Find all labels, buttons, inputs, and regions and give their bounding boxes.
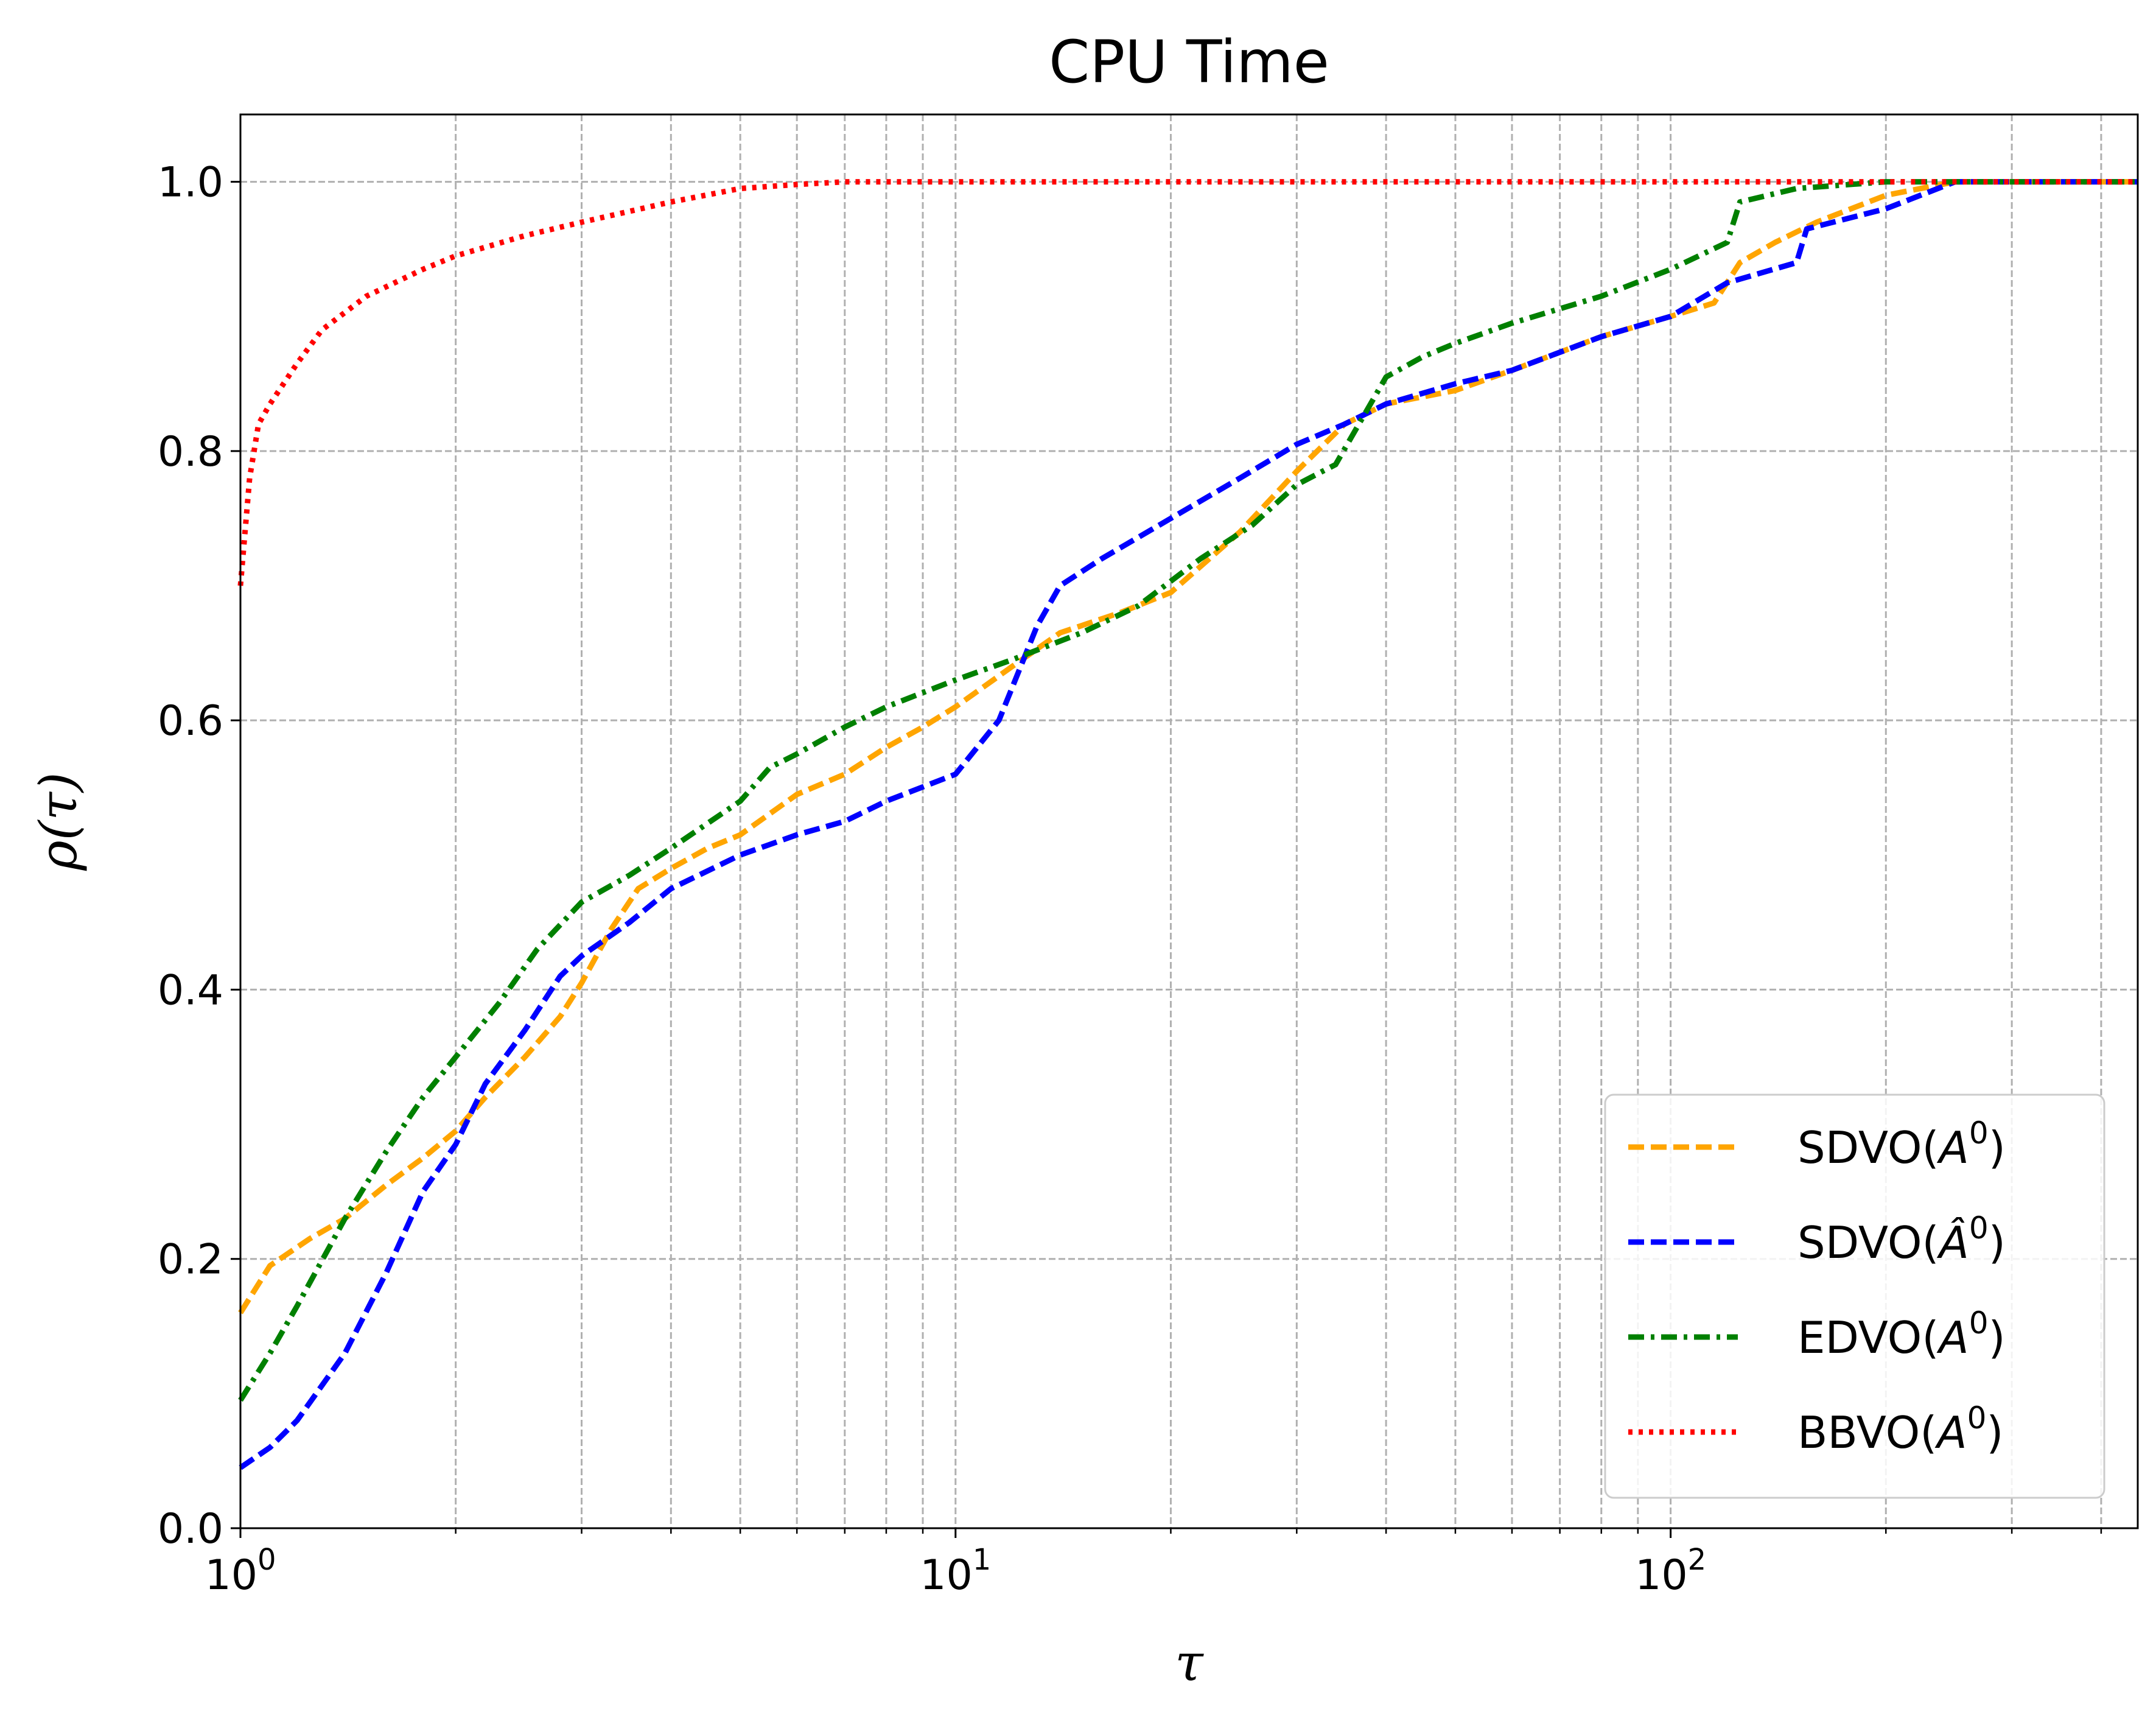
y-tick-label: 1.0 (158, 159, 223, 207)
series-line-3 (238, 179, 2138, 1402)
legend-label-4: BBVO(A0) (1797, 1400, 2004, 1458)
x-tick-label: 100 (205, 1543, 276, 1599)
y-tick-label: 0.0 (158, 1505, 223, 1553)
legend-label-3: EDVO(A0) (1797, 1305, 2006, 1363)
series-line-1 (238, 179, 2138, 1315)
x-tick-label: 102 (1635, 1543, 1706, 1599)
chart-title: CPU Time (1049, 28, 1329, 96)
legend-box (1604, 1093, 2105, 1499)
plot-frame (239, 113, 2139, 1529)
y-tick-label: 0.4 (158, 966, 223, 1014)
x-tick-label: 101 (920, 1543, 991, 1599)
legend-label-2: SDVO(Â0) (1797, 1210, 2006, 1268)
y-axis-label: ρ(τ) (29, 772, 88, 871)
x-axis-label: τ (1175, 1633, 1204, 1693)
y-tick-label: 0.8 (158, 428, 223, 476)
y-tick-label: 0.2 (158, 1236, 223, 1284)
legend-label-1: SDVO(A0) (1797, 1115, 2006, 1173)
series-lines (237, 179, 2138, 1470)
legend: SDVO(A0) SDVO(Â0) EDVO(A0) BBVO(A0) (1604, 1093, 2105, 1499)
series-line-2 (239, 179, 2138, 1470)
axis-ticks: 0.0 0.2 0.4 0.6 0.8 1.0 100 101 102 (158, 159, 2102, 1599)
y-tick-label: 0.6 (158, 697, 223, 745)
